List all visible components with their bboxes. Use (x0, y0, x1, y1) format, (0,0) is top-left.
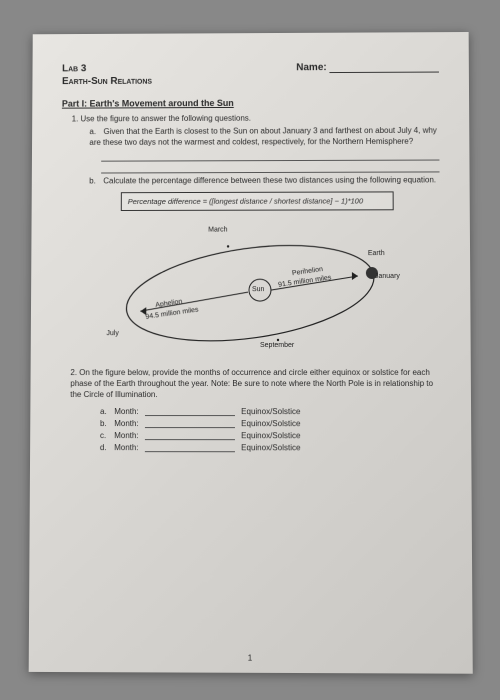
worksheet-page: Lab 3 Name: Earth-Sun Relations Part I: … (29, 32, 473, 674)
lab-number: Lab 3 (62, 63, 86, 74)
sun-label: Sun (252, 287, 264, 294)
row-label: Month: (114, 419, 138, 428)
month-blank[interactable] (145, 444, 235, 452)
row-label: Month: (114, 431, 138, 440)
name-label: Name: (296, 62, 326, 73)
month-row-b: b. Month: Equinox/Solstice (100, 419, 441, 428)
row-label: Month: (114, 443, 138, 452)
july-label: July (106, 331, 118, 338)
row-letter: c. (100, 431, 112, 440)
row-letter: b. (100, 419, 112, 428)
month-row-d: d. Month: Equinox/Solstice (100, 443, 441, 452)
row-label: Month: (114, 407, 138, 416)
page-number: 1 (248, 653, 252, 662)
answer-line[interactable] (101, 163, 439, 173)
orbit-diagram: March Earth January Perihelion 91.5 mill… (100, 219, 400, 359)
q2-text: 2. On the figure below, provide the mont… (70, 368, 441, 401)
september-label: September (260, 342, 294, 349)
january-label: January (375, 273, 400, 280)
march-label: March (208, 227, 227, 234)
q1b-letter: b. (89, 176, 101, 187)
answer-line[interactable] (101, 151, 439, 161)
row-choice: Equinox/Solstice (241, 443, 300, 452)
row-letter: a. (100, 407, 112, 416)
q1a-letter: a. (89, 127, 101, 138)
month-blank[interactable] (145, 408, 235, 416)
part1-title: Part I: Earth's Movement around the Sun (62, 97, 439, 108)
lab-subtitle: Earth-Sun Relations (62, 75, 439, 88)
q1a-text: Given that the Earth is closest to the S… (89, 126, 437, 147)
row-letter: d. (100, 443, 112, 452)
q1b: b. Calculate the percentage difference b… (89, 175, 439, 187)
earth-label: Earth (368, 250, 385, 257)
name-blank-line[interactable] (329, 72, 439, 73)
q1a: a. Given that the Earth is closest to th… (89, 126, 439, 149)
month-blank[interactable] (145, 420, 235, 428)
orbit-svg (100, 219, 400, 359)
month-blank[interactable] (145, 432, 235, 440)
row-choice: Equinox/Solstice (241, 431, 300, 440)
name-field: Name: (296, 62, 439, 74)
q1-intro: 1. Use the figure to answer the followin… (72, 113, 440, 123)
month-row-c: c. Month: Equinox/Solstice (100, 431, 441, 440)
row-choice: Equinox/Solstice (241, 407, 300, 416)
row-choice: Equinox/Solstice (241, 419, 300, 428)
formula-box: Percentage difference = ([longest distan… (121, 192, 394, 212)
q1b-text: Calculate the percentage difference betw… (103, 175, 436, 185)
month-row-a: a. Month: Equinox/Solstice (100, 407, 441, 416)
header-row: Lab 3 Name: (62, 62, 439, 75)
